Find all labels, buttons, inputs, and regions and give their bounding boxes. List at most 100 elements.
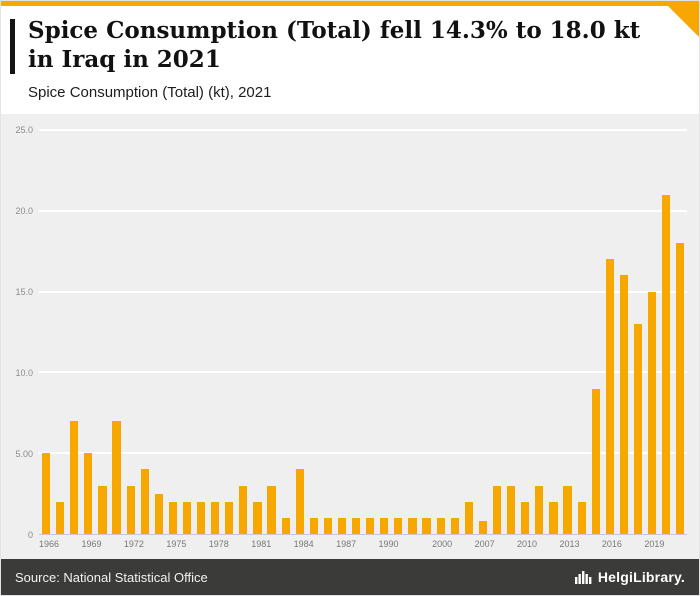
bar-slot xyxy=(546,130,560,534)
bar-1999 xyxy=(422,517,431,534)
bar-2010 xyxy=(521,501,530,534)
bar-2000 xyxy=(436,517,445,534)
x-tick-slot: 1966 xyxy=(39,539,59,556)
x-axis: 1966 1969 1972 1975 1978 1981 1984 1987 1990 2000… xyxy=(39,535,687,556)
bar-2021 xyxy=(676,243,685,534)
x-tick-slot xyxy=(59,539,70,556)
bar-slot xyxy=(490,130,504,534)
x-tick-slot: 1972 xyxy=(124,539,144,556)
bar-slot xyxy=(504,130,518,534)
bar-1968 xyxy=(70,420,79,534)
bar-slot xyxy=(39,130,53,534)
x-tick-label: 1969 xyxy=(81,539,102,549)
bar-slot xyxy=(81,130,95,534)
top-accent-strip xyxy=(1,1,699,6)
x-tick-slot: 2010 xyxy=(517,539,537,556)
bar-1984 xyxy=(295,469,304,534)
bar-slot xyxy=(462,130,476,534)
bar-slot xyxy=(673,130,687,534)
x-tick-slot xyxy=(664,539,675,556)
bar-slot xyxy=(321,130,335,534)
x-tick-slot xyxy=(591,539,602,556)
bar-slot xyxy=(53,130,67,534)
chart-subtitle: Spice Consumption (Total) (kt), 2021 xyxy=(28,83,272,101)
x-tick-label: 1966 xyxy=(39,539,60,549)
y-tick-label: 20.0 xyxy=(15,205,33,216)
x-tick-slot xyxy=(101,539,112,556)
x-tick-slot xyxy=(198,539,209,556)
bar-slot xyxy=(95,130,109,534)
bar-2016 xyxy=(605,259,614,534)
bar-slot xyxy=(265,130,279,534)
x-tick-slot xyxy=(240,539,251,556)
x-tick-slot xyxy=(367,539,378,556)
bar-1986 xyxy=(323,517,332,534)
bar-slot xyxy=(420,130,434,534)
y-tick-label: 5.00 xyxy=(15,448,33,459)
x-tick-slot: 1981 xyxy=(251,539,271,556)
x-tick-slot xyxy=(399,539,410,556)
bar-slot xyxy=(659,130,673,534)
helgilibrary-logo[interactable]: HelgiLibrary. xyxy=(574,569,685,585)
x-tick-slot xyxy=(495,539,506,556)
bar-slot xyxy=(109,130,123,534)
bar-slot xyxy=(124,130,138,534)
x-tick-label: 2010 xyxy=(517,539,538,549)
bar-1987 xyxy=(337,517,347,534)
bar-slot xyxy=(391,130,405,534)
title-accent-bar xyxy=(10,19,15,74)
bar-1966 xyxy=(41,453,51,534)
x-tick-slot xyxy=(271,539,282,556)
bar-slot xyxy=(250,130,264,534)
x-tick-slot: 1975 xyxy=(166,539,186,556)
bar-slot xyxy=(180,130,194,534)
bar-slot xyxy=(448,130,462,534)
bar-slot xyxy=(518,130,532,534)
x-tick-slot xyxy=(676,539,687,556)
x-tick-slot xyxy=(548,539,559,556)
bar-slot xyxy=(363,130,377,534)
gridline xyxy=(39,371,687,374)
x-tick-slot: 2019 xyxy=(644,539,664,556)
bar-slot xyxy=(152,130,166,534)
bar-2008 xyxy=(492,485,502,534)
bar-slot xyxy=(335,130,349,534)
bar-1970 xyxy=(98,485,107,534)
bar-1978 xyxy=(211,501,220,534)
bar-1976 xyxy=(182,501,192,534)
x-tick-label: 2000 xyxy=(432,539,453,549)
bar-slot xyxy=(631,130,645,534)
footer-bar: Source: National Statistical Office Helg… xyxy=(1,559,699,595)
x-tick-label: 1990 xyxy=(378,539,399,549)
x-tick-slot xyxy=(113,539,124,556)
gridline xyxy=(39,128,687,131)
bar-2006 xyxy=(464,501,473,534)
bar-slot xyxy=(67,130,81,534)
x-tick-slot xyxy=(356,539,367,556)
bar-1975 xyxy=(168,501,177,534)
bar-1988 xyxy=(352,517,361,534)
x-tick-slot: 1969 xyxy=(81,539,101,556)
x-tick-slot: 2016 xyxy=(602,539,622,556)
plot-area xyxy=(39,128,687,535)
plot-row: 0 5.00 10.0 15.0 20.0 25.0 xyxy=(9,125,687,540)
source-text: Source: National Statistical Office xyxy=(15,569,208,585)
x-tick-slot xyxy=(452,539,463,556)
bar-1990 xyxy=(380,517,389,534)
bar-slot xyxy=(377,130,391,534)
bar-slot xyxy=(645,130,659,534)
x-tick-slot xyxy=(421,539,432,556)
x-tick-label: 2016 xyxy=(601,539,622,549)
bar-2018 xyxy=(633,323,643,534)
x-tick-slot xyxy=(463,539,474,556)
bar-2013 xyxy=(563,485,572,534)
bar-slot xyxy=(194,130,208,534)
bar-1967 xyxy=(56,501,65,534)
bar-1985 xyxy=(309,517,318,534)
y-tick-label: 25.0 xyxy=(15,124,33,135)
x-tick-slot xyxy=(144,539,155,556)
bar-slot xyxy=(138,130,152,534)
bar-2015 xyxy=(591,388,600,534)
bar-2011 xyxy=(535,485,544,534)
